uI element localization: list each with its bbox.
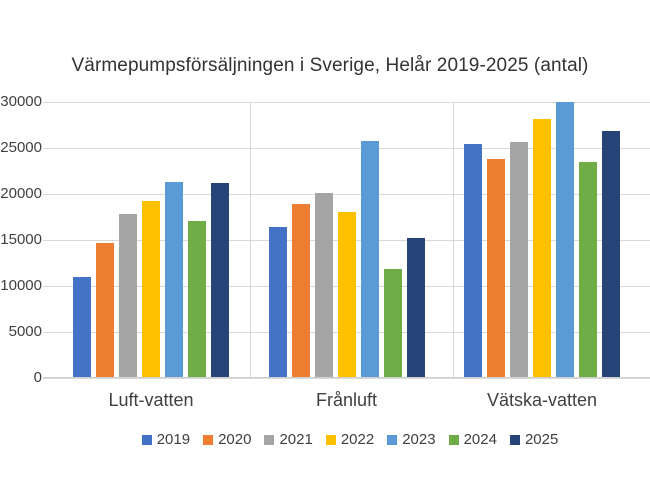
bar-2019-v-tska-vatten	[464, 144, 482, 378]
x-category-label-fr-nluft: Frånluft	[315, 390, 378, 410]
bar-2025-luft-vatten	[211, 182, 229, 378]
bar-2022-fr-nluft	[337, 212, 356, 378]
y-tick-label: 25000	[0, 139, 42, 156]
chart-title: Värmepumpsförsäljningen i Sverige, Helår…	[71, 55, 589, 76]
legend-label: 2021	[279, 431, 313, 448]
legend-swatch-icon	[141, 434, 152, 445]
legend-swatch-icon	[264, 434, 275, 445]
legend-label: 2022	[340, 431, 375, 448]
gridline-25000	[43, 148, 650, 149]
legend-label: 2023	[402, 431, 436, 448]
legend-item-2024: 2024	[448, 431, 497, 448]
legend-item-2019: 2019	[141, 431, 191, 448]
legend-label: 2025	[524, 431, 559, 448]
legend-item-2022: 2022	[325, 431, 375, 448]
bar-2020-fr-nluft	[291, 204, 310, 378]
bar-2019-luft-vatten	[73, 276, 91, 378]
bar-2024-v-tska-vatten	[579, 161, 597, 378]
bar-2021-v-tska-vatten	[510, 142, 528, 378]
bar-2022-luft-vatten	[142, 201, 160, 378]
y-tick-label: 5000	[8, 323, 42, 340]
legend-item-2020: 2020	[203, 431, 251, 448]
bar-2019-fr-nluft	[268, 227, 287, 378]
legend-label: 2019	[156, 431, 191, 448]
x-axis-line	[43, 377, 650, 378]
legend-label: 2020	[218, 431, 252, 448]
bar-2024-fr-nluft	[383, 269, 402, 378]
y-tick-label: 0	[33, 369, 42, 386]
y-tick-label: 15000	[0, 231, 42, 248]
bar-2024-luft-vatten	[188, 220, 206, 378]
bar-2025-fr-nluft	[406, 238, 425, 378]
legend-item-2025: 2025	[509, 431, 559, 448]
gridline-20000	[43, 194, 650, 195]
legend: 2019 2020 2021 2022 2023 2024 2025	[50, 431, 650, 448]
bar-2021-luft-vatten	[119, 214, 137, 378]
gridline-30000	[43, 102, 650, 103]
bar-2022-v-tska-vatten	[533, 119, 551, 378]
bar-2020-v-tska-vatten	[487, 159, 505, 378]
bar-2021-fr-nluft	[314, 193, 333, 378]
legend-item-2021: 2021	[264, 431, 313, 448]
legend-swatch-icon	[509, 434, 520, 445]
y-tick-label: 10000	[0, 277, 42, 294]
legend-item-2023: 2023	[387, 431, 436, 448]
bar-2020-luft-vatten	[96, 242, 114, 378]
y-tick-label: 20000	[0, 185, 42, 202]
y-tick-label: 30000	[0, 93, 42, 110]
legend-label: 2024	[463, 431, 497, 448]
x-category-label-luft-vatten: Luft-vatten	[108, 390, 194, 410]
bar-group-v-tska-vatten	[464, 102, 620, 378]
bar-2023-luft-vatten	[165, 182, 183, 378]
bar-2023-fr-nluft	[360, 140, 379, 378]
x-category-label-v-tska-vatten: Vätska-vatten	[486, 390, 598, 410]
legend-swatch-icon	[203, 434, 214, 445]
legend-swatch-icon	[325, 434, 336, 445]
plot-area	[43, 102, 650, 379]
category-boundary-gridline-1	[453, 102, 454, 378]
legend-swatch-icon	[387, 434, 398, 445]
bar-2023-v-tska-vatten	[556, 102, 574, 378]
bar-2025-v-tska-vatten	[602, 131, 620, 378]
category-boundary-gridline-0	[250, 102, 251, 378]
legend-swatch-icon	[448, 434, 459, 445]
bar-group-luft-vatten	[73, 102, 229, 378]
bar-group-fr-nluft	[268, 102, 425, 378]
gridline-0	[43, 378, 650, 379]
